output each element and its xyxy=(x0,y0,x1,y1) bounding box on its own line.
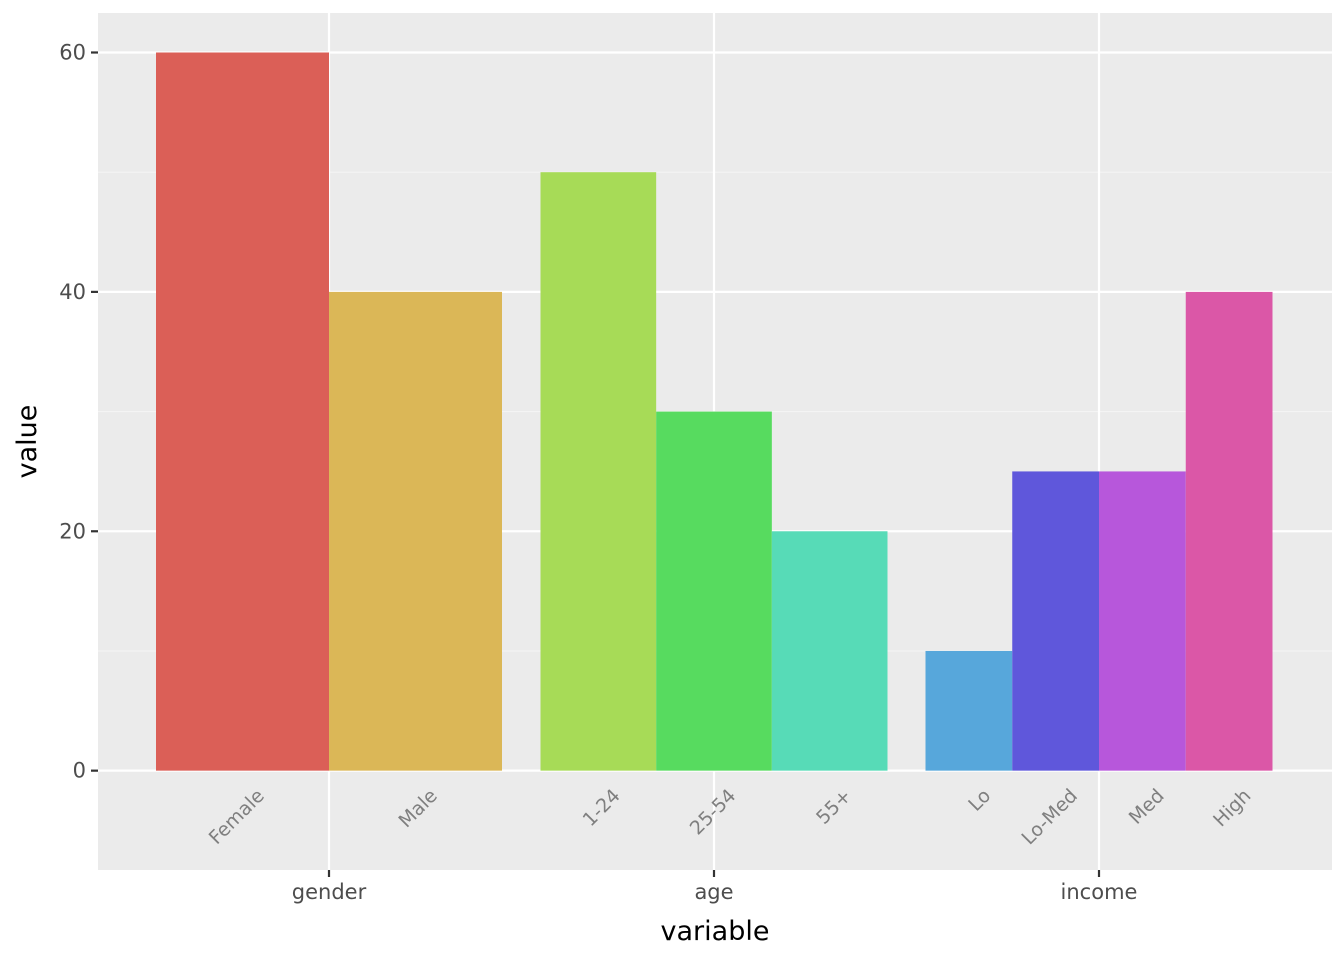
bar-55- xyxy=(771,531,888,771)
bar-high xyxy=(1185,291,1273,771)
bar-lo-med xyxy=(1012,471,1099,771)
x-axis-title: variable xyxy=(661,916,770,947)
bar-male xyxy=(329,291,502,771)
y-tick-label: 0 xyxy=(73,759,86,783)
bar-25-54 xyxy=(656,411,772,771)
bars xyxy=(156,52,1273,771)
y-tick-label: 40 xyxy=(59,280,86,304)
bar-female xyxy=(156,52,329,771)
y-tick-label: 20 xyxy=(59,519,86,543)
x-tick-label: age xyxy=(694,880,733,904)
y-axis-title: value xyxy=(12,405,43,479)
bar-med xyxy=(1099,471,1186,771)
y-tick-label: 60 xyxy=(59,40,86,64)
bar-lo xyxy=(925,650,1013,771)
x-tick-label: income xyxy=(1061,880,1138,904)
y-axis: 0 20 40 60 xyxy=(59,40,98,783)
bar-1-24 xyxy=(540,172,657,771)
x-tick-label: gender xyxy=(292,880,367,904)
x-axis: gender age income xyxy=(292,870,1138,904)
